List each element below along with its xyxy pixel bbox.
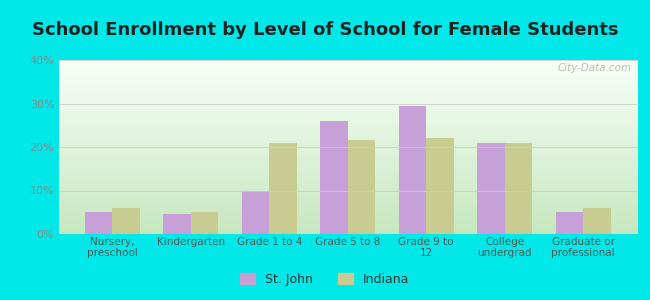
Bar	[477, 143, 505, 234]
Text: School Enrollment by Level of School for Female Students: School Enrollment by Level of School for…	[32, 21, 618, 39]
Bar	[320, 121, 348, 234]
Bar	[426, 138, 454, 234]
Legend: St. John, Indiana: St. John, Indiana	[235, 268, 415, 291]
Bar	[84, 212, 112, 234]
Bar	[242, 190, 269, 234]
Bar	[269, 143, 297, 234]
Bar	[583, 208, 611, 234]
Bar	[112, 208, 140, 234]
Bar	[505, 143, 532, 234]
Bar	[398, 106, 426, 234]
Text: City-Data.com: City-Data.com	[557, 64, 631, 74]
Bar	[556, 212, 583, 234]
Bar	[190, 212, 218, 234]
Bar	[348, 140, 375, 234]
Bar	[163, 214, 190, 234]
